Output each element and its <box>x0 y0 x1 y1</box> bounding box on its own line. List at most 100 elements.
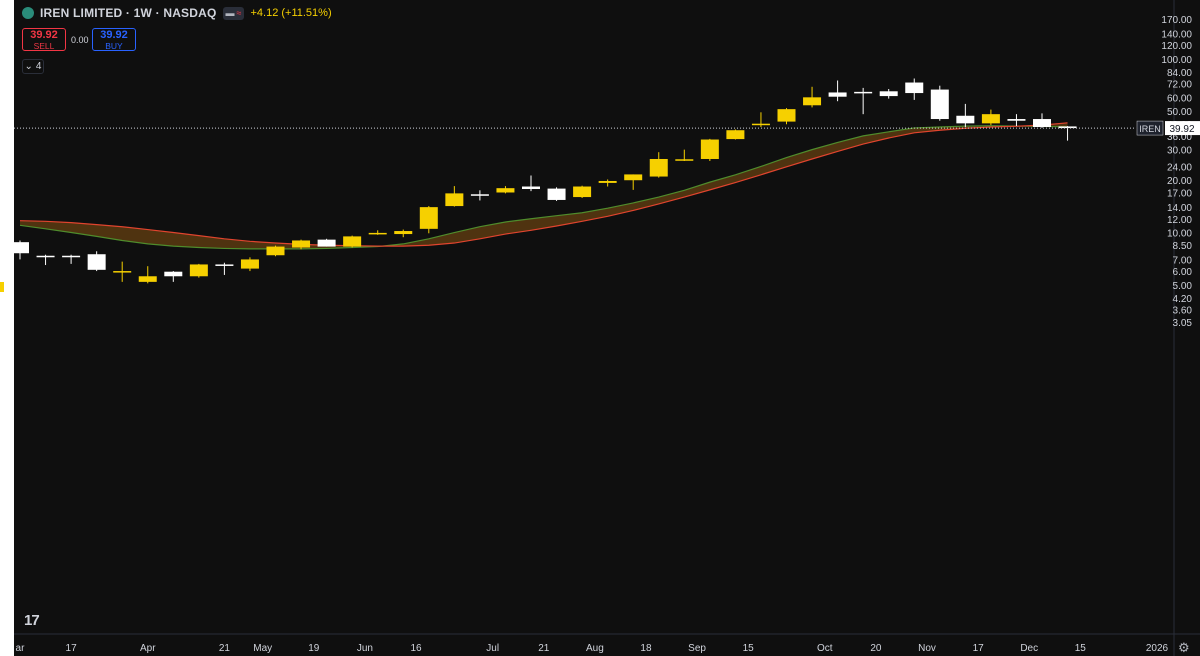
candle-body <box>905 82 924 94</box>
candle-body <box>138 276 157 282</box>
y-tick-label: 14.00 <box>1167 203 1192 214</box>
candle-body <box>394 231 413 235</box>
y-tick-label: 36.00 <box>1167 132 1192 143</box>
x-tick-label: May <box>253 643 272 654</box>
left-edge-candle-strip <box>0 0 14 656</box>
candle-body <box>803 97 822 106</box>
candle-body <box>368 232 387 235</box>
price-change: +4.12 (+11.51%) <box>250 7 332 19</box>
candle-body <box>726 130 745 140</box>
candle-body <box>879 91 898 97</box>
y-tick-label: 170.00 <box>1161 15 1192 26</box>
indicator-count: 4 <box>35 61 42 72</box>
indicators-collapse-button[interactable]: ⌄ 4 <box>22 59 44 74</box>
candle-body <box>113 271 132 273</box>
buy-label: BUY <box>105 41 123 51</box>
y-tick-label: 60.00 <box>1167 93 1192 104</box>
candle-body <box>1058 126 1077 129</box>
indicator-pill[interactable]: ▬ ≈ <box>222 6 245 20</box>
y-tick-label: 10.00 <box>1167 229 1192 240</box>
y-tick-label: 140.00 <box>1161 29 1192 40</box>
buy-button[interactable]: 39.92 BUY <box>92 28 136 51</box>
candle-body <box>470 194 489 196</box>
x-tick-label: 19 <box>308 643 320 654</box>
y-tick-label: 120.00 <box>1161 41 1192 52</box>
candle-body <box>649 158 668 177</box>
fast-ma-line <box>19 125 1068 250</box>
x-tick-label: 15 <box>743 643 755 654</box>
candle-body <box>700 139 719 159</box>
candle-body <box>624 174 643 181</box>
y-tick-label: 12.00 <box>1167 215 1192 226</box>
candle-body <box>419 207 438 229</box>
y-tick-label: 7.00 <box>1173 255 1193 266</box>
spread-value: 0.00 <box>71 35 89 45</box>
x-tick-label: Jul <box>486 643 499 654</box>
candle-body <box>1007 119 1026 121</box>
candle-body <box>87 254 106 270</box>
pill-line-icon: ▬ <box>225 7 235 18</box>
x-tick-label: Oct <box>817 643 833 654</box>
y-tick-label: 4.20 <box>1173 294 1193 305</box>
candle-body <box>317 239 336 247</box>
candle-body <box>496 188 515 193</box>
candle-body <box>751 123 770 126</box>
symbol-title[interactable]: IREN LIMITED · 1W · NASDAQ <box>40 6 217 20</box>
symbol-legend: IREN LIMITED · 1W · NASDAQ ▬ ≈ +4.12 (+1… <box>22 6 332 20</box>
settings-gear-icon[interactable]: ⚙ <box>1178 640 1190 655</box>
candle-body <box>215 264 234 266</box>
sell-label: SELL <box>33 41 55 51</box>
candle-body <box>956 115 975 124</box>
candle-body <box>522 186 540 190</box>
x-tick-label: Nov <box>918 643 936 654</box>
y-tick-label: 100.00 <box>1161 55 1192 66</box>
candle-body <box>777 109 796 122</box>
x-tick-label: Apr <box>140 643 156 654</box>
plot-area <box>14 0 1136 634</box>
candle-body <box>292 240 311 248</box>
y-tick-label: 30.00 <box>1167 146 1192 157</box>
iren-logo-icon <box>22 7 34 19</box>
sell-price: 39.92 <box>30 29 58 41</box>
y-tick-label: 3.05 <box>1173 318 1193 329</box>
y-tick-label: 6.00 <box>1173 267 1193 278</box>
left-edge-marker <box>0 282 4 292</box>
candle-body <box>547 188 566 200</box>
y-tick-label: 3.60 <box>1173 306 1193 317</box>
x-tick-label: 20 <box>870 643 882 654</box>
y-tick-label: 72.00 <box>1167 80 1192 91</box>
x-tick-label: 21 <box>538 643 550 654</box>
ma-band-fill <box>20 122 1068 249</box>
chevron-down-icon: ⌄ <box>24 61 33 72</box>
candle-body <box>1033 119 1051 127</box>
x-tick-label: 16 <box>410 643 422 654</box>
candle-body <box>828 92 847 97</box>
candle-body <box>62 255 81 258</box>
price-tag-symbol-box[interactable] <box>1136 120 1164 136</box>
slow-ma-line <box>19 122 1068 247</box>
candle-body <box>36 255 55 258</box>
candle-body <box>675 159 694 161</box>
x-tick-label: 18 <box>640 643 652 654</box>
x-tick-label: 17 <box>973 643 985 654</box>
candle-body <box>445 193 464 207</box>
candle-body <box>598 180 617 183</box>
x-tick-label: Sep <box>688 643 706 654</box>
candle-body <box>343 236 362 247</box>
candle-body <box>164 271 183 277</box>
x-tick-label: Jun <box>357 643 373 654</box>
x-tick-label: ar <box>16 643 26 654</box>
sell-button[interactable]: 39.92 SELL <box>22 28 66 51</box>
y-tick-label: 20.00 <box>1167 176 1192 187</box>
y-tick-label: 84.00 <box>1167 68 1192 79</box>
pill-wave-icon: ≈ <box>236 7 242 18</box>
y-tick-label: 5.00 <box>1173 281 1193 292</box>
candle-body <box>240 259 259 269</box>
candle-body <box>981 114 1000 124</box>
tradingview-logo[interactable]: 17 <box>24 612 40 629</box>
candle-body <box>930 89 949 120</box>
price-tag-symbol: IREN <box>1139 124 1161 134</box>
y-tick-label: 17.00 <box>1167 188 1192 199</box>
y-tick-label: 24.00 <box>1167 162 1192 173</box>
